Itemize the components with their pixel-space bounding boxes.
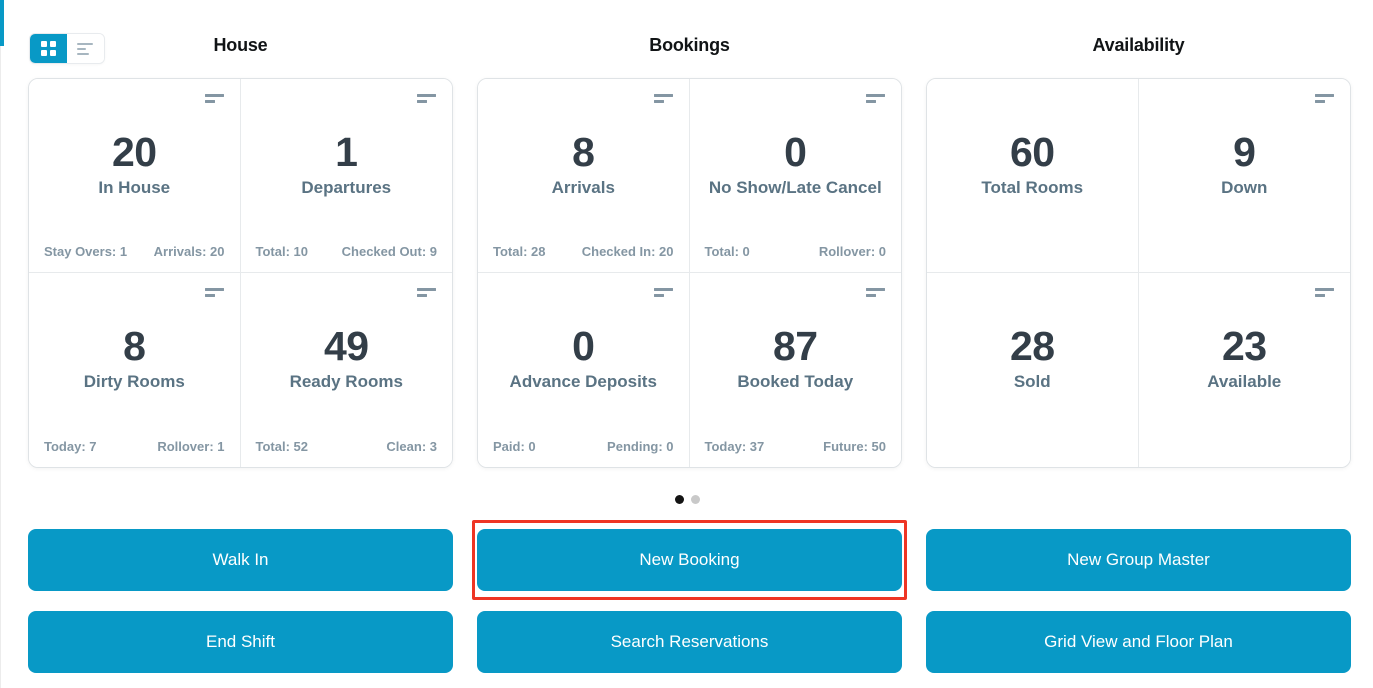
stat-value: 1 xyxy=(335,129,358,175)
panel-title-bookings: Bookings xyxy=(649,35,730,55)
end-shift-button[interactable]: End Shift xyxy=(28,611,453,673)
action-row-2: End Shift Search Reservations Grid View … xyxy=(1,611,1373,673)
stat-footer-right: Future: 50 xyxy=(823,439,886,454)
action-row-1: Walk In New Booking New Group Master xyxy=(1,520,1373,600)
stat-label: Departures xyxy=(301,178,392,198)
stat-label: In House xyxy=(98,178,171,198)
new-booking-button[interactable]: New Booking xyxy=(477,529,902,591)
stat-footer-left: Total: 10 xyxy=(255,244,309,259)
grid-view-button[interactable] xyxy=(30,34,67,63)
filter-lines-icon[interactable] xyxy=(653,288,673,298)
stat-value: 0 xyxy=(572,323,595,369)
stat-footer-right: Pending: 0 xyxy=(607,439,674,454)
stat-value: 8 xyxy=(123,323,146,369)
carousel-dot-2[interactable] xyxy=(690,494,700,504)
stat-card-ready-rooms[interactable]: 49 Ready Rooms Total: 52 Clean: 3 xyxy=(240,273,452,467)
stat-footer-right: Arrivals: 20 xyxy=(153,244,225,259)
stat-footer-right: Checked In: 20 xyxy=(581,244,674,259)
panel-house: 20 In House Stay Overs: 1 Arrivals: 20 1… xyxy=(28,78,453,468)
stat-footer-left: Today: 7 xyxy=(44,439,97,454)
stat-card-dirty-rooms[interactable]: 8 Dirty Rooms Today: 7 Rollover: 1 xyxy=(29,273,241,467)
stat-footer-left: Paid: 0 xyxy=(493,439,536,454)
accent-bar xyxy=(0,0,4,46)
stat-label: Booked Today xyxy=(737,372,854,392)
stat-card-no-show[interactable]: 0 No Show/Late Cancel Total: 0 Rollover:… xyxy=(689,79,901,273)
stat-value: 9 xyxy=(1233,129,1256,175)
stat-label: Total Rooms xyxy=(981,178,1084,198)
stat-value: 28 xyxy=(1009,323,1055,369)
panel-title-house: House xyxy=(213,35,268,55)
stat-footer-left: Stay Overs: 1 xyxy=(44,244,128,259)
stat-footer-left: Total: 28 xyxy=(493,244,546,259)
grid-view-icon xyxy=(41,41,56,56)
carousel-dot-1[interactable] xyxy=(674,494,684,504)
panel-availability: 60 Total Rooms 9 Down 28 Sold 23 Availab… xyxy=(926,78,1351,468)
filter-lines-icon[interactable] xyxy=(1315,94,1334,104)
stat-card-down[interactable]: 9 Down xyxy=(1138,79,1350,273)
stat-value: 60 xyxy=(1009,129,1055,175)
stat-footer-right: Clean: 3 xyxy=(386,439,437,454)
stat-card-sold[interactable]: 28 Sold xyxy=(927,273,1139,467)
header-row: House Bookings Availability xyxy=(1,0,1373,64)
filter-lines-icon[interactable] xyxy=(417,288,436,298)
stat-card-arrivals[interactable]: 8 Arrivals Total: 28 Checked In: 20 xyxy=(478,79,690,273)
stat-label: Advance Deposits xyxy=(509,372,657,392)
stat-label: Sold xyxy=(1013,372,1051,392)
stat-footer-right: Rollover: 1 xyxy=(157,439,225,454)
stat-label: No Show/Late Cancel xyxy=(708,178,882,198)
filter-lines-icon[interactable] xyxy=(204,288,224,298)
stat-card-in-house[interactable]: 20 In House Stay Overs: 1 Arrivals: 20 xyxy=(29,79,241,273)
stat-value: 20 xyxy=(111,129,157,175)
stat-footer-left: Total: 52 xyxy=(255,439,309,454)
stat-label: Available xyxy=(1207,372,1282,392)
filter-lines-icon[interactable] xyxy=(866,94,885,104)
filter-lines-icon[interactable] xyxy=(417,94,436,104)
stat-value: 49 xyxy=(323,323,369,369)
stat-label: Down xyxy=(1221,178,1268,198)
filter-lines-icon[interactable] xyxy=(866,288,885,298)
stat-value: 0 xyxy=(784,129,807,175)
stat-card-advance-deposits[interactable]: 0 Advance Deposits Paid: 0 Pending: 0 xyxy=(478,273,690,467)
stat-label: Arrivals xyxy=(551,178,615,198)
stat-card-booked-today[interactable]: 87 Booked Today Today: 37 Future: 50 xyxy=(689,273,901,467)
panel-bookings: 8 Arrivals Total: 28 Checked In: 20 0 No… xyxy=(477,78,902,468)
filter-lines-icon[interactable] xyxy=(1315,288,1334,298)
carousel-dots xyxy=(1,494,1373,504)
stat-label: Ready Rooms xyxy=(289,372,403,392)
panel-title-availability: Availability xyxy=(1092,35,1185,55)
stat-card-available[interactable]: 23 Available xyxy=(1138,273,1350,467)
stat-value: 87 xyxy=(772,323,818,369)
stat-footer-right: Checked Out: 9 xyxy=(341,244,437,259)
list-view-button[interactable] xyxy=(67,34,104,63)
filter-lines-icon[interactable] xyxy=(204,94,224,104)
search-reservations-button[interactable]: Search Reservations xyxy=(477,611,902,673)
new-group-master-button[interactable]: New Group Master xyxy=(926,529,1351,591)
stat-card-total-rooms[interactable]: 60 Total Rooms xyxy=(927,79,1139,273)
stat-footer-left: Today: 37 xyxy=(704,439,765,454)
stat-card-departures[interactable]: 1 Departures Total: 10 Checked Out: 9 xyxy=(240,79,452,273)
stat-footer-left: Total: 0 xyxy=(704,244,750,259)
new-booking-cell: New Booking xyxy=(472,520,907,600)
walk-in-button[interactable]: Walk In xyxy=(28,529,453,591)
stat-footer-right: Rollover: 0 xyxy=(818,244,886,259)
stat-value: 8 xyxy=(572,129,595,175)
stat-value: 23 xyxy=(1221,323,1267,369)
grid-view-floor-plan-button[interactable]: Grid View and Floor Plan xyxy=(926,611,1351,673)
list-view-icon xyxy=(77,42,94,56)
stat-label: Dirty Rooms xyxy=(83,372,185,392)
filter-lines-icon[interactable] xyxy=(653,94,673,104)
stat-panels: 20 In House Stay Overs: 1 Arrivals: 20 1… xyxy=(1,62,1373,468)
view-toggle xyxy=(29,33,105,64)
